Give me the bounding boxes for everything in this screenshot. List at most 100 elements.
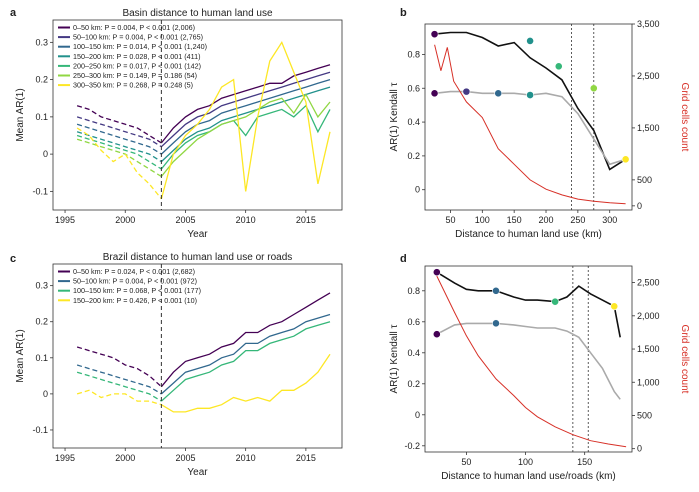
x-tick-label: 2015 — [296, 215, 316, 225]
bin-point — [610, 302, 619, 311]
y-tick-label: 0.6 — [407, 317, 420, 327]
right-tick-label: 1,000 — [637, 377, 660, 387]
panel-label-d: d — [400, 253, 407, 265]
y-tick-label: 0 — [415, 410, 420, 420]
x-axis-label: Distance to human land use (km) — [455, 229, 602, 240]
series-line — [160, 64, 331, 144]
bin-point — [526, 91, 534, 99]
plot-frame — [424, 265, 633, 453]
y-tick-label: 0.2 — [407, 151, 420, 161]
series-line — [160, 292, 331, 388]
bin-point — [492, 319, 500, 328]
legend-entry: 300–350 km: P = 0.268, P = 0.248 (5) — [73, 81, 193, 90]
y-tick-label: 0.3 — [35, 281, 48, 291]
right-tick-label: 1,500 — [637, 123, 660, 133]
series-line-dashed — [76, 116, 162, 148]
bin-point — [432, 268, 441, 277]
grid-cells-line — [436, 275, 627, 448]
series-line-dashed — [76, 389, 162, 406]
y-tick-label: 0 — [43, 149, 48, 159]
right-tick-label: 1,500 — [637, 344, 660, 354]
panel-label-c: c — [10, 253, 16, 265]
y-tick-label: 0.2 — [407, 379, 420, 389]
y-tick-label: 0.2 — [35, 317, 48, 327]
y-tick-label: 0.8 — [407, 49, 420, 59]
x-axis-label: Distance to human land use/roads (km) — [441, 471, 616, 482]
series-line-dashed — [76, 131, 162, 163]
y-tick-label: 0.4 — [407, 117, 420, 127]
series-line-dashed — [76, 127, 162, 200]
bin-point — [551, 297, 560, 306]
x-axis-label: Year — [187, 467, 208, 478]
series-line-dashed — [76, 371, 162, 402]
right-axis-label: Grid cells count — [679, 325, 690, 394]
panel-a: a Basin distance to human land use 1995 200… — [10, 7, 343, 240]
y-tick-label: -0.2 — [404, 441, 420, 451]
legend-entry: 100–150 km: P = 0.068, P < 0.001 (177) — [73, 286, 201, 295]
x-tick-label: 50 — [461, 457, 471, 467]
y-tick-label: 0.2 — [35, 75, 48, 85]
legend-entry: 50–100 km: P = 0.004, P < 0.001 (2,765) — [73, 33, 203, 42]
right-tick-label: 0 — [637, 444, 642, 454]
x-tick-label: 2005 — [175, 215, 195, 225]
x-tick-label: 1995 — [55, 453, 75, 463]
legend-entry: 200–250 km: P = 0.017, P < 0.001 (142) — [73, 61, 201, 70]
x-tick-label: 150 — [507, 215, 522, 225]
x-axis-label: Year — [187, 229, 208, 240]
bin-point — [430, 89, 439, 98]
panel-label-a: a — [10, 7, 17, 19]
y-tick-label: 0.3 — [35, 37, 48, 47]
series-line — [160, 86, 331, 163]
series-line-dashed — [76, 123, 162, 155]
x-tick-label: 300 — [602, 215, 617, 225]
panel-d: d 50 100 150 -0.2 0 0.2 0.4 0.6 0.8 0 500 1,000 1,500… — [389, 253, 690, 482]
y-tick-label: 0.4 — [407, 348, 420, 358]
series-line-dashed — [76, 105, 162, 144]
y-tick-label: 0 — [415, 185, 420, 195]
x-tick-label: 1995 — [55, 215, 75, 225]
series-line — [160, 313, 331, 395]
y-tick-label: 0 — [43, 389, 48, 399]
series-line — [160, 104, 331, 170]
legend-entry: 0–50 km: P = 0.004, P < 0.001 (2,006) — [73, 23, 195, 32]
chart-title: Brazil distance to human land use or roa… — [103, 252, 293, 263]
right-tick-label: 3,500 — [637, 19, 660, 29]
y-axis-label: Mean AR(1) — [15, 329, 26, 382]
x-tick-label: 50 — [445, 215, 455, 225]
bin-point — [462, 87, 471, 96]
bin-point — [589, 84, 598, 93]
x-tick-label: 2005 — [175, 453, 195, 463]
x-tick-label: 2010 — [236, 453, 256, 463]
legend-entry: 250–300 km: P = 0.149, P = 0.186 (54) — [73, 71, 197, 80]
x-tick-label: 100 — [518, 457, 533, 467]
kendall-line — [434, 90, 626, 166]
x-tick-label: 250 — [570, 215, 585, 225]
y-tick-label: -0.1 — [32, 186, 48, 196]
plot-frame — [52, 19, 343, 211]
bin-point — [526, 37, 534, 45]
legend-entry: 150–200 km: P = 0.426, P < 0.001 (10) — [73, 296, 197, 305]
grid-cells-line — [434, 44, 626, 205]
right-tick-label: 500 — [637, 175, 652, 185]
right-tick-label: 2,000 — [637, 311, 660, 321]
y-tick-label: 0.1 — [35, 353, 48, 363]
right-axis-label: Grid cells count — [679, 83, 690, 152]
x-tick-label: 2015 — [296, 453, 316, 463]
legend-entry: 100–150 km: P = 0.014, P < 0.001 (1,240) — [73, 42, 207, 51]
legend-entry: 0–50 km: P = 0.024, P < 0.001 (2,682) — [73, 267, 195, 276]
series-line — [161, 353, 331, 413]
legend: 0–50 km: P = 0.004, P < 0.001 (2,006)50–… — [58, 23, 207, 90]
series-line — [160, 78, 331, 155]
panel-c: c Brazil distance to human land use or ro… — [10, 252, 343, 478]
x-tick-label: 2000 — [115, 215, 135, 225]
right-tick-label: 500 — [637, 410, 652, 420]
kendall-line — [436, 271, 621, 338]
chart-title: Basin distance to human land use — [122, 8, 273, 19]
series-line-dashed — [76, 364, 162, 395]
legend-entry: 50–100 km: P = 0.004, P < 0.001 (972) — [73, 277, 197, 286]
right-tick-label: 2,500 — [637, 278, 660, 288]
y-axis-label: AR(1) Kendall τ — [389, 324, 400, 393]
y-axis-label: Mean AR(1) — [15, 88, 26, 141]
series-line — [160, 40, 331, 199]
